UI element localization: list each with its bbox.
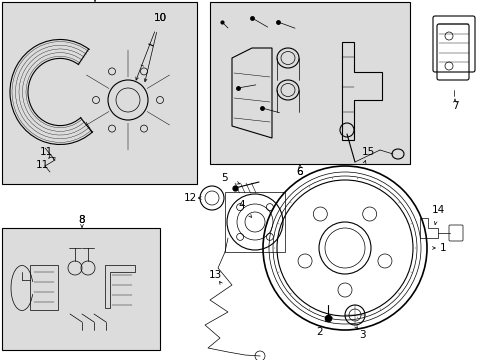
Text: 3: 3 [358, 330, 365, 340]
Bar [209, 2, 409, 164]
Text: 13: 13 [208, 270, 221, 280]
Circle shape [313, 207, 326, 221]
Text: 1: 1 [439, 243, 446, 253]
Text: 10: 10 [153, 13, 166, 23]
Text: 6: 6 [296, 167, 303, 177]
Bar [2, 2, 197, 184]
Bar [2, 228, 160, 350]
Text: 5: 5 [221, 173, 228, 183]
Text: 4: 4 [238, 200, 245, 210]
Circle shape [337, 283, 351, 297]
Text: 14: 14 [430, 205, 444, 215]
Circle shape [362, 207, 376, 221]
Text: 6: 6 [296, 167, 303, 177]
Bar [224, 192, 285, 252]
Circle shape [244, 212, 264, 232]
Text: 10: 10 [153, 13, 166, 23]
Text: 15: 15 [361, 147, 374, 157]
Text: 11: 11 [35, 160, 48, 170]
Circle shape [377, 254, 391, 268]
Circle shape [298, 254, 311, 268]
Text: 12: 12 [183, 193, 196, 203]
Text: 8: 8 [79, 215, 85, 225]
Text: 11: 11 [40, 147, 53, 157]
Text: 7: 7 [451, 101, 457, 111]
Text: 8: 8 [79, 215, 85, 225]
Text: 2: 2 [316, 327, 323, 337]
